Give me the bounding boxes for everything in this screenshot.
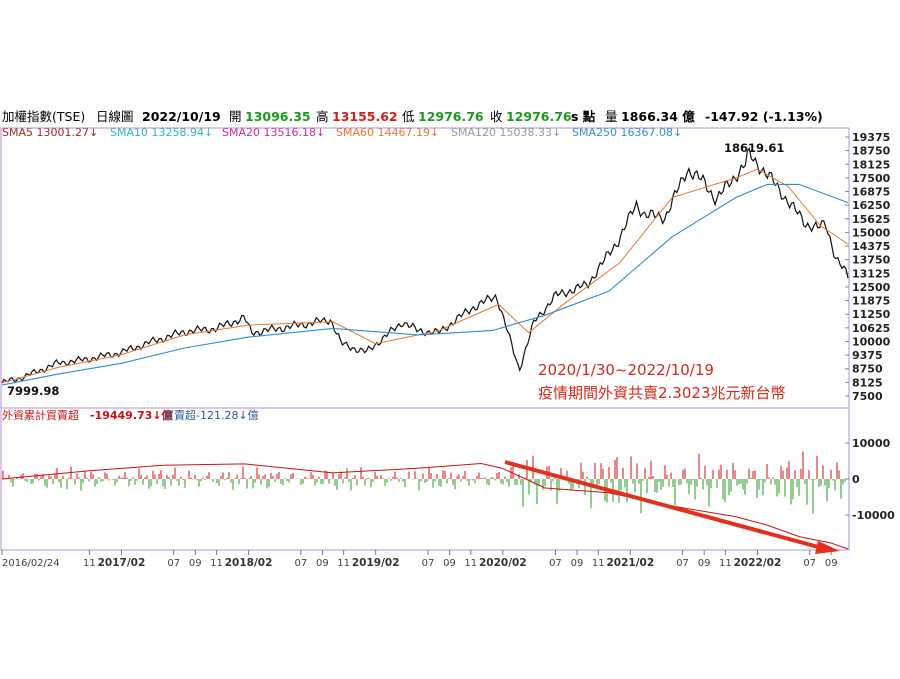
series-line-sma250 bbox=[1, 183, 849, 386]
flow-y-tick-label: -10000 bbox=[852, 509, 895, 522]
quote-header: 加權指數(TSE) 日線圖 2022/10/19 開 13096.35 高 13… bbox=[2, 109, 823, 124]
x-tick-label: 09 bbox=[571, 558, 584, 569]
high-value: 13155.62 bbox=[332, 109, 398, 124]
y-tick-label: 8125 bbox=[852, 376, 883, 389]
x-tick-label: 2019/02 bbox=[352, 557, 400, 569]
legend-cum-value: -19449.73↓億 bbox=[90, 408, 173, 422]
x-tick-label: 09 bbox=[189, 558, 202, 569]
x-tick-label: 11 bbox=[592, 558, 605, 569]
x-tick-label: 07 bbox=[676, 558, 689, 569]
series-line-sma60 bbox=[1, 168, 849, 384]
legend-cum-label: 外資累計買賣超 bbox=[2, 408, 79, 422]
y-tick-label: 15625 bbox=[852, 213, 890, 226]
y-tick-label: 9375 bbox=[852, 349, 883, 362]
index-name: 加權指數(TSE) bbox=[2, 109, 85, 124]
x-tick-label: 09 bbox=[316, 558, 329, 569]
y-tick-label: 19375 bbox=[852, 131, 890, 144]
note-foreign-sales: 疫情期間外資共賣2.3023兆元新台幣 bbox=[538, 384, 786, 402]
price-y-axis: 1937518750181251750016875162501562515000… bbox=[845, 131, 891, 403]
y-tick-label: 18750 bbox=[852, 145, 891, 158]
flow-y-axis: 10000 0 -10000 bbox=[845, 437, 895, 522]
open-label: 開 bbox=[229, 109, 242, 124]
y-tick-label: 10625 bbox=[852, 322, 890, 335]
low-label: 低 bbox=[402, 109, 415, 124]
trend-arrow-line bbox=[504, 460, 823, 550]
close-unit: s 點 bbox=[571, 109, 596, 124]
flow-legend: 外資累計買賣超 -19449.73↓億 買賣超 -121.28↓億 bbox=[2, 408, 259, 422]
close-value: 12976.76 bbox=[506, 109, 572, 124]
x-tick-label: 11 bbox=[464, 558, 477, 569]
legend-sma250: SMA250 16367.08↓ bbox=[572, 126, 682, 139]
annotation-low: 7999.98 bbox=[7, 384, 59, 398]
annotation-high: 18619.61 bbox=[724, 141, 784, 155]
x-tick-label: 07 bbox=[167, 558, 180, 569]
x-tick-label: 11 bbox=[83, 558, 96, 569]
y-tick-label: 13750 bbox=[852, 254, 891, 267]
x-tick-label: 11 bbox=[210, 558, 223, 569]
quote-date: 2022/10/19 bbox=[142, 109, 221, 124]
y-tick-label: 11250 bbox=[852, 308, 891, 321]
y-tick-label: 10000 bbox=[852, 335, 891, 348]
x-tick-label: 07 bbox=[803, 558, 816, 569]
y-tick-label: 8750 bbox=[852, 363, 883, 376]
y-tick-label: 13125 bbox=[852, 267, 890, 280]
y-tick-label: 14375 bbox=[852, 240, 890, 253]
x-tick-label: 2018/02 bbox=[225, 557, 273, 569]
price-plot bbox=[1, 146, 849, 386]
x-tick-label: 2020/02 bbox=[479, 557, 527, 569]
sma-legend: SMA5 13001.27↓ SMA10 13258.94↓ SMA20 135… bbox=[2, 126, 682, 139]
y-tick-label: 11875 bbox=[852, 295, 890, 308]
x-tick-label: 09 bbox=[443, 558, 456, 569]
legend-sma120: SMA120 15038.33↓ bbox=[451, 126, 561, 139]
x-tick-label: 11 bbox=[337, 558, 350, 569]
x-tick-label: 09 bbox=[698, 558, 711, 569]
chart-kind: 日線圖 bbox=[96, 109, 134, 124]
trend-arrow-head bbox=[815, 541, 840, 554]
open-value: 13096.35 bbox=[245, 109, 311, 124]
y-tick-label: 17500 bbox=[852, 172, 891, 185]
low-value: 12976.76 bbox=[418, 109, 484, 124]
x-tick-label: 2021/02 bbox=[606, 557, 654, 569]
trend-arrow bbox=[504, 460, 840, 554]
change-value: -147.92 (-1.13%) bbox=[705, 109, 823, 124]
y-tick-label: 15000 bbox=[852, 226, 891, 239]
legend-daily-value: -121.28↓億 bbox=[196, 409, 259, 422]
volume-label: 量 bbox=[605, 109, 618, 124]
cumulative-flow-line bbox=[1, 462, 849, 550]
x-tick-label: 2022/02 bbox=[734, 557, 782, 569]
legend-sma5: SMA5 13001.27↓ bbox=[2, 126, 98, 139]
x-tick-label: 11 bbox=[719, 558, 732, 569]
y-tick-label: 16250 bbox=[852, 199, 891, 212]
x-tick-label: 07 bbox=[549, 558, 562, 569]
y-tick-label: 16875 bbox=[852, 186, 890, 199]
legend-sma10: SMA10 13258.94↓ bbox=[110, 126, 213, 139]
high-label: 高 bbox=[316, 109, 329, 124]
flow-y-tick-label: 0 bbox=[852, 473, 860, 486]
flow-plot bbox=[1, 451, 849, 550]
note-period: 2020/1/30~2022/10/19 bbox=[538, 361, 714, 379]
y-tick-label: 7500 bbox=[852, 390, 883, 403]
price-panel-frame bbox=[0, 127, 850, 409]
flow-y-tick-label: 10000 bbox=[852, 437, 891, 450]
legend-daily-label: 買賣超 bbox=[163, 408, 196, 422]
x-tick-label: 2017/02 bbox=[98, 557, 146, 569]
x-tick-label: 07 bbox=[422, 558, 435, 569]
close-label: 收 bbox=[490, 109, 503, 124]
y-tick-label: 18125 bbox=[852, 158, 890, 171]
y-tick-label: 12500 bbox=[852, 281, 891, 294]
x-tick-label: 2016/02/24 bbox=[2, 558, 60, 569]
legend-sma60: SMA60 14467.19↓ bbox=[336, 126, 439, 139]
volume-value: 1866.34 億 bbox=[621, 109, 695, 124]
x-tick-label: 09 bbox=[825, 558, 838, 569]
legend-sma20: SMA20 13516.18↓ bbox=[222, 126, 325, 139]
x-axis: 2016/02/24 11 2017/02 07 09 11 2018/02 07 09 11 20… bbox=[1, 550, 838, 569]
x-tick-label: 07 bbox=[294, 558, 307, 569]
series-line-price bbox=[1, 146, 849, 384]
